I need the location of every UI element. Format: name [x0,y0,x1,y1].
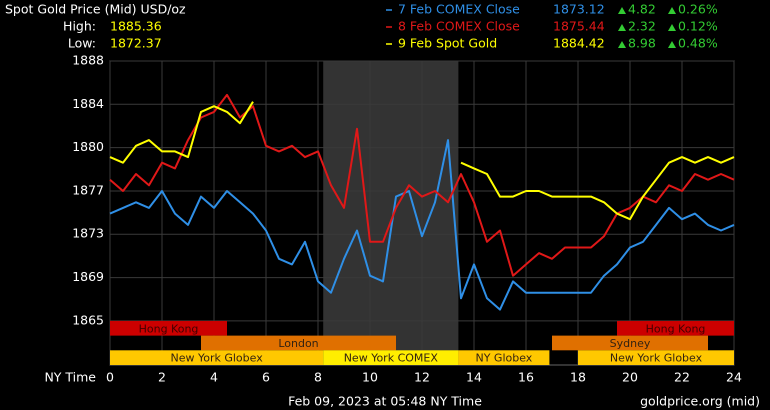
chart-title: Spot Gold Price (Mid) USD/oz [5,2,186,17]
session-bar [201,335,396,351]
x-tick-label: 2 [158,370,166,385]
price-line [109,93,735,277]
session-label: Hong Kong [139,322,199,335]
up-arrow [618,7,626,14]
high-value: 1885.36 [110,19,162,34]
session-label: New York COMEX [344,352,439,365]
y-tick-label: 1884 [72,96,104,111]
y-tick-label: 1865 [72,312,104,327]
price-line [109,101,735,221]
x-tick-label: 4 [210,370,218,385]
session-label: NY Globex [475,352,532,365]
session-label: Sydney [610,337,651,350]
x-tick-label: 6 [262,370,270,385]
x-tick-label: 24 [726,370,742,385]
up-arrow [618,41,626,48]
y-tick-label: 1880 [72,139,104,154]
x-tick-label: 14 [466,370,482,385]
up-arrow [668,41,676,48]
session-bar [110,350,324,365]
x-tick-label: 20 [622,370,638,385]
y-tick-label: 1873 [72,226,104,241]
x-tick-label: 18 [570,370,586,385]
session-bar [617,320,734,336]
legend-change: 8.98 [628,36,656,51]
high-label: High: [63,19,96,34]
up-arrow [668,24,676,31]
x-tick-label: 0 [106,370,114,385]
session-bar [323,350,459,365]
session-bar [458,350,550,365]
low-value: 1872.37 [110,36,162,51]
session-label: New York Globex [170,352,263,365]
x-tick-label: 8 [314,370,322,385]
low-label: Low: [68,36,96,51]
up-arrow [668,7,676,14]
legend-close: 1884.42 [553,36,605,51]
price-line [109,139,735,311]
x-axis-label: NY Time [44,370,96,385]
session-label: London [278,337,318,350]
y-tick-label: 1869 [72,269,104,284]
session-bar [552,335,708,351]
x-tick-label: 22 [674,370,690,385]
legend-change-pct: 0.26% [678,2,718,17]
source: goldprice.org (mid) [640,394,760,409]
legend-change: 4.82 [628,2,656,17]
legend-change: 2.32 [628,19,656,34]
session-bar [110,320,227,336]
up-arrow [618,24,626,31]
y-tick-label: 1888 [72,53,104,68]
x-tick-label: 12 [414,370,430,385]
comex-shade [323,61,459,365]
legend-change-pct: 0.12% [678,19,718,34]
session-label: Hong Kong [646,322,706,335]
legend-close: 1875.44 [553,19,605,34]
y-tick-label: 1877 [72,182,104,197]
legend-close: 1873.12 [553,2,605,17]
legend-name: 9 Feb Spot Gold [398,36,497,51]
x-tick-label: 16 [518,370,534,385]
legend-name: 8 Feb COMEX Close [398,19,520,34]
x-tick-label: 10 [362,370,378,385]
session-label: New York Globex [610,352,703,365]
legend-change-pct: 0.48% [678,36,718,51]
legend-name: 7 Feb COMEX Close [398,2,520,17]
session-bar [578,350,734,365]
footer: Feb 09, 2023 at 05:48 NY Time [288,394,482,409]
